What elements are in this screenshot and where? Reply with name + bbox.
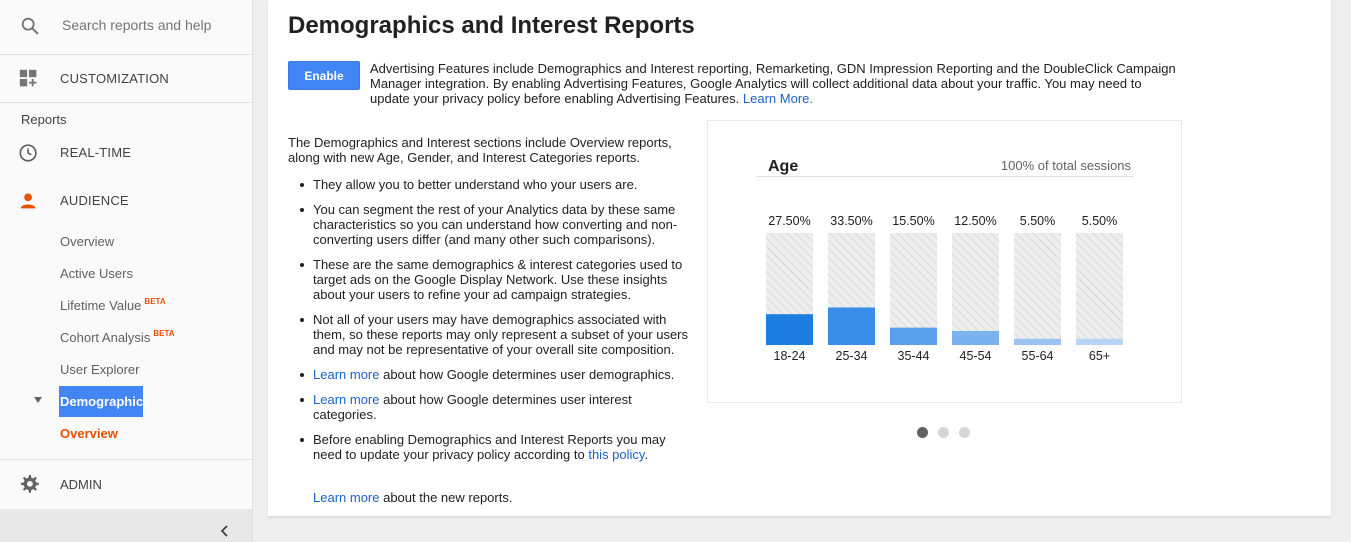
reports-section-label: Reports — [21, 112, 67, 127]
bar-category-label: 35-44 — [898, 349, 930, 363]
beta-badge: BETA — [144, 297, 166, 306]
list-item: You can segment the rest of your Analyti… — [300, 202, 690, 247]
sidebar: Search reports and help CUSTOMIZATION Re… — [0, 0, 253, 542]
chevron-left-icon[interactable] — [218, 524, 232, 538]
list-item-text: These are the same demographics & intere… — [313, 257, 683, 302]
audience-item-lifetime-value[interactable]: Lifetime Value BETA — [60, 297, 166, 313]
bar-45-54 — [952, 331, 999, 345]
audience-item-label: Lifetime Value — [60, 298, 142, 313]
sections-lead-text: The Demographics and Interest sections i… — [288, 135, 672, 165]
audience-item-user-explorer[interactable]: User Explorer — [60, 362, 139, 377]
clock-icon — [19, 144, 37, 162]
nav-realtime[interactable]: REAL-TIME — [0, 130, 252, 176]
bar-track-65+ — [1076, 233, 1123, 345]
carousel-dot[interactable] — [938, 427, 949, 438]
list-item: Before enabling Demographics and Interes… — [300, 432, 690, 462]
search-bar[interactable]: Search reports and help — [0, 0, 252, 55]
nav-customization[interactable]: CUSTOMIZATION — [0, 56, 252, 103]
this-policy-link[interactable]: this policy — [588, 447, 645, 462]
demographics-overview-active[interactable]: Overview — [60, 426, 118, 441]
search-icon[interactable] — [19, 15, 41, 37]
audience-item-overview[interactable]: Overview — [60, 234, 114, 249]
sidebar-collapse-bar[interactable] — [0, 509, 252, 542]
bar-value-label: 33.50% — [830, 214, 872, 228]
search-input[interactable]: Search reports and help — [62, 17, 212, 33]
new-reports-text: about the new reports. — [379, 490, 513, 505]
nav-admin[interactable]: ADMIN — [0, 459, 252, 509]
audience-item-label: Overview — [60, 234, 115, 249]
bar-category-label: 25-34 — [836, 349, 868, 363]
audience-item-label: Active Users — [60, 266, 133, 281]
page-title: Demographics and Interest Reports — [288, 12, 695, 39]
age-bar-chart: 27.50% 18-24 33.50% 25-34 15.50% 35-44 12.50% 4… — [766, 214, 1123, 363]
list-item: These are the same demographics & intere… — [300, 257, 690, 302]
bar-value-label: 5.50% — [1020, 214, 1055, 228]
chart-subtitle: 100% of total sessions — [1000, 158, 1131, 173]
audience-item-cohort-analysis[interactable]: Cohort Analysis BETA — [60, 329, 175, 345]
carousel-dot[interactable] — [917, 427, 928, 438]
nav-customization-label: CUSTOMIZATION — [60, 71, 170, 86]
nav-audience-label: AUDIENCE — [60, 193, 129, 208]
learn-more-demographics-link[interactable]: Learn more — [313, 367, 380, 382]
intro-text: Advertising Features include Demographic… — [370, 61, 1176, 106]
carousel-pagination — [917, 427, 977, 439]
bar-35-44 — [890, 327, 937, 345]
audience-item-active-users[interactable]: Active Users — [60, 266, 133, 281]
bar-track-45-54 — [952, 233, 999, 345]
caret-down-icon[interactable] — [34, 397, 42, 403]
dashboard-icon — [19, 69, 37, 87]
nav-realtime-label: REAL-TIME — [60, 145, 132, 160]
audience-item-label: User Explorer — [60, 362, 140, 377]
bar-category-label: 55-64 — [1022, 349, 1054, 363]
beta-badge: BETA — [153, 329, 175, 338]
list-item-tail: . — [644, 447, 649, 462]
carousel-dot[interactable] — [959, 427, 970, 438]
list-item-text: They allow you to better understand who … — [313, 177, 638, 192]
list-item: Learn more about how Google determines u… — [300, 367, 690, 382]
gear-icon — [20, 474, 39, 493]
learn-more-interest-link[interactable]: Learn more — [313, 392, 380, 407]
learn-more-link[interactable]: Learn More. — [742, 91, 813, 106]
learn-more-new-reports-link[interactable]: Learn more — [313, 490, 380, 505]
chart-divider — [756, 176, 1134, 177]
audience-item-label: Cohort Analysis — [60, 330, 151, 345]
demographics-selected[interactable]: Demographics — [59, 386, 150, 417]
list-item: Learn more about how Google determines u… — [300, 392, 690, 422]
bar-category-label: 45-54 — [960, 349, 992, 363]
bar-track-35-44 — [890, 233, 937, 345]
list-item-text: Before enabling Demographics and Interes… — [313, 432, 666, 462]
bar-value-label: 27.50% — [768, 214, 810, 228]
bar-value-label: 12.50% — [954, 214, 996, 228]
bar-value-label: 5.50% — [1082, 214, 1117, 228]
bar-65+ — [1076, 338, 1123, 345]
bar-value-label: 15.50% — [892, 214, 934, 228]
bar-25-34 — [828, 307, 875, 345]
enable-button[interactable]: Enable — [288, 61, 360, 90]
bar-category-label: 18-24 — [774, 349, 806, 363]
list-item: They allow you to better understand who … — [300, 177, 690, 192]
bar-55-64 — [1014, 338, 1061, 345]
bar-track-55-64 — [1014, 233, 1061, 345]
nav-audience[interactable]: AUDIENCE — [0, 178, 252, 224]
audience-group-demographics[interactable]: Demographics — [0, 386, 252, 417]
bar-category-label: 65+ — [1089, 349, 1110, 363]
chart-title: Age — [768, 158, 799, 175]
main-card: Demographics and Interest Reports Enable… — [268, 0, 1331, 517]
list-item-text: You can segment the rest of your Analyti… — [313, 202, 678, 247]
advertising-features-intro: Advertising Features include Demographic… — [370, 61, 1180, 106]
list-item-text: Not all of your users may have demograph… — [313, 312, 689, 357]
new-reports-note: Learn more about the new reports. — [313, 490, 512, 505]
bar-18-24 — [766, 314, 813, 345]
age-chart-card: Age 100% of total sessions 27.50% 18-24 33… — [707, 120, 1182, 403]
list-item-text: about how Google determines user interes… — [313, 392, 632, 422]
list-item: Not all of your users may have demograph… — [300, 312, 690, 357]
benefits-list: They allow you to better understand who … — [300, 177, 690, 472]
list-item-text: about how Google determines user demogra… — [379, 367, 675, 382]
person-icon — [20, 193, 36, 209]
nav-admin-label: ADMIN — [60, 477, 102, 492]
